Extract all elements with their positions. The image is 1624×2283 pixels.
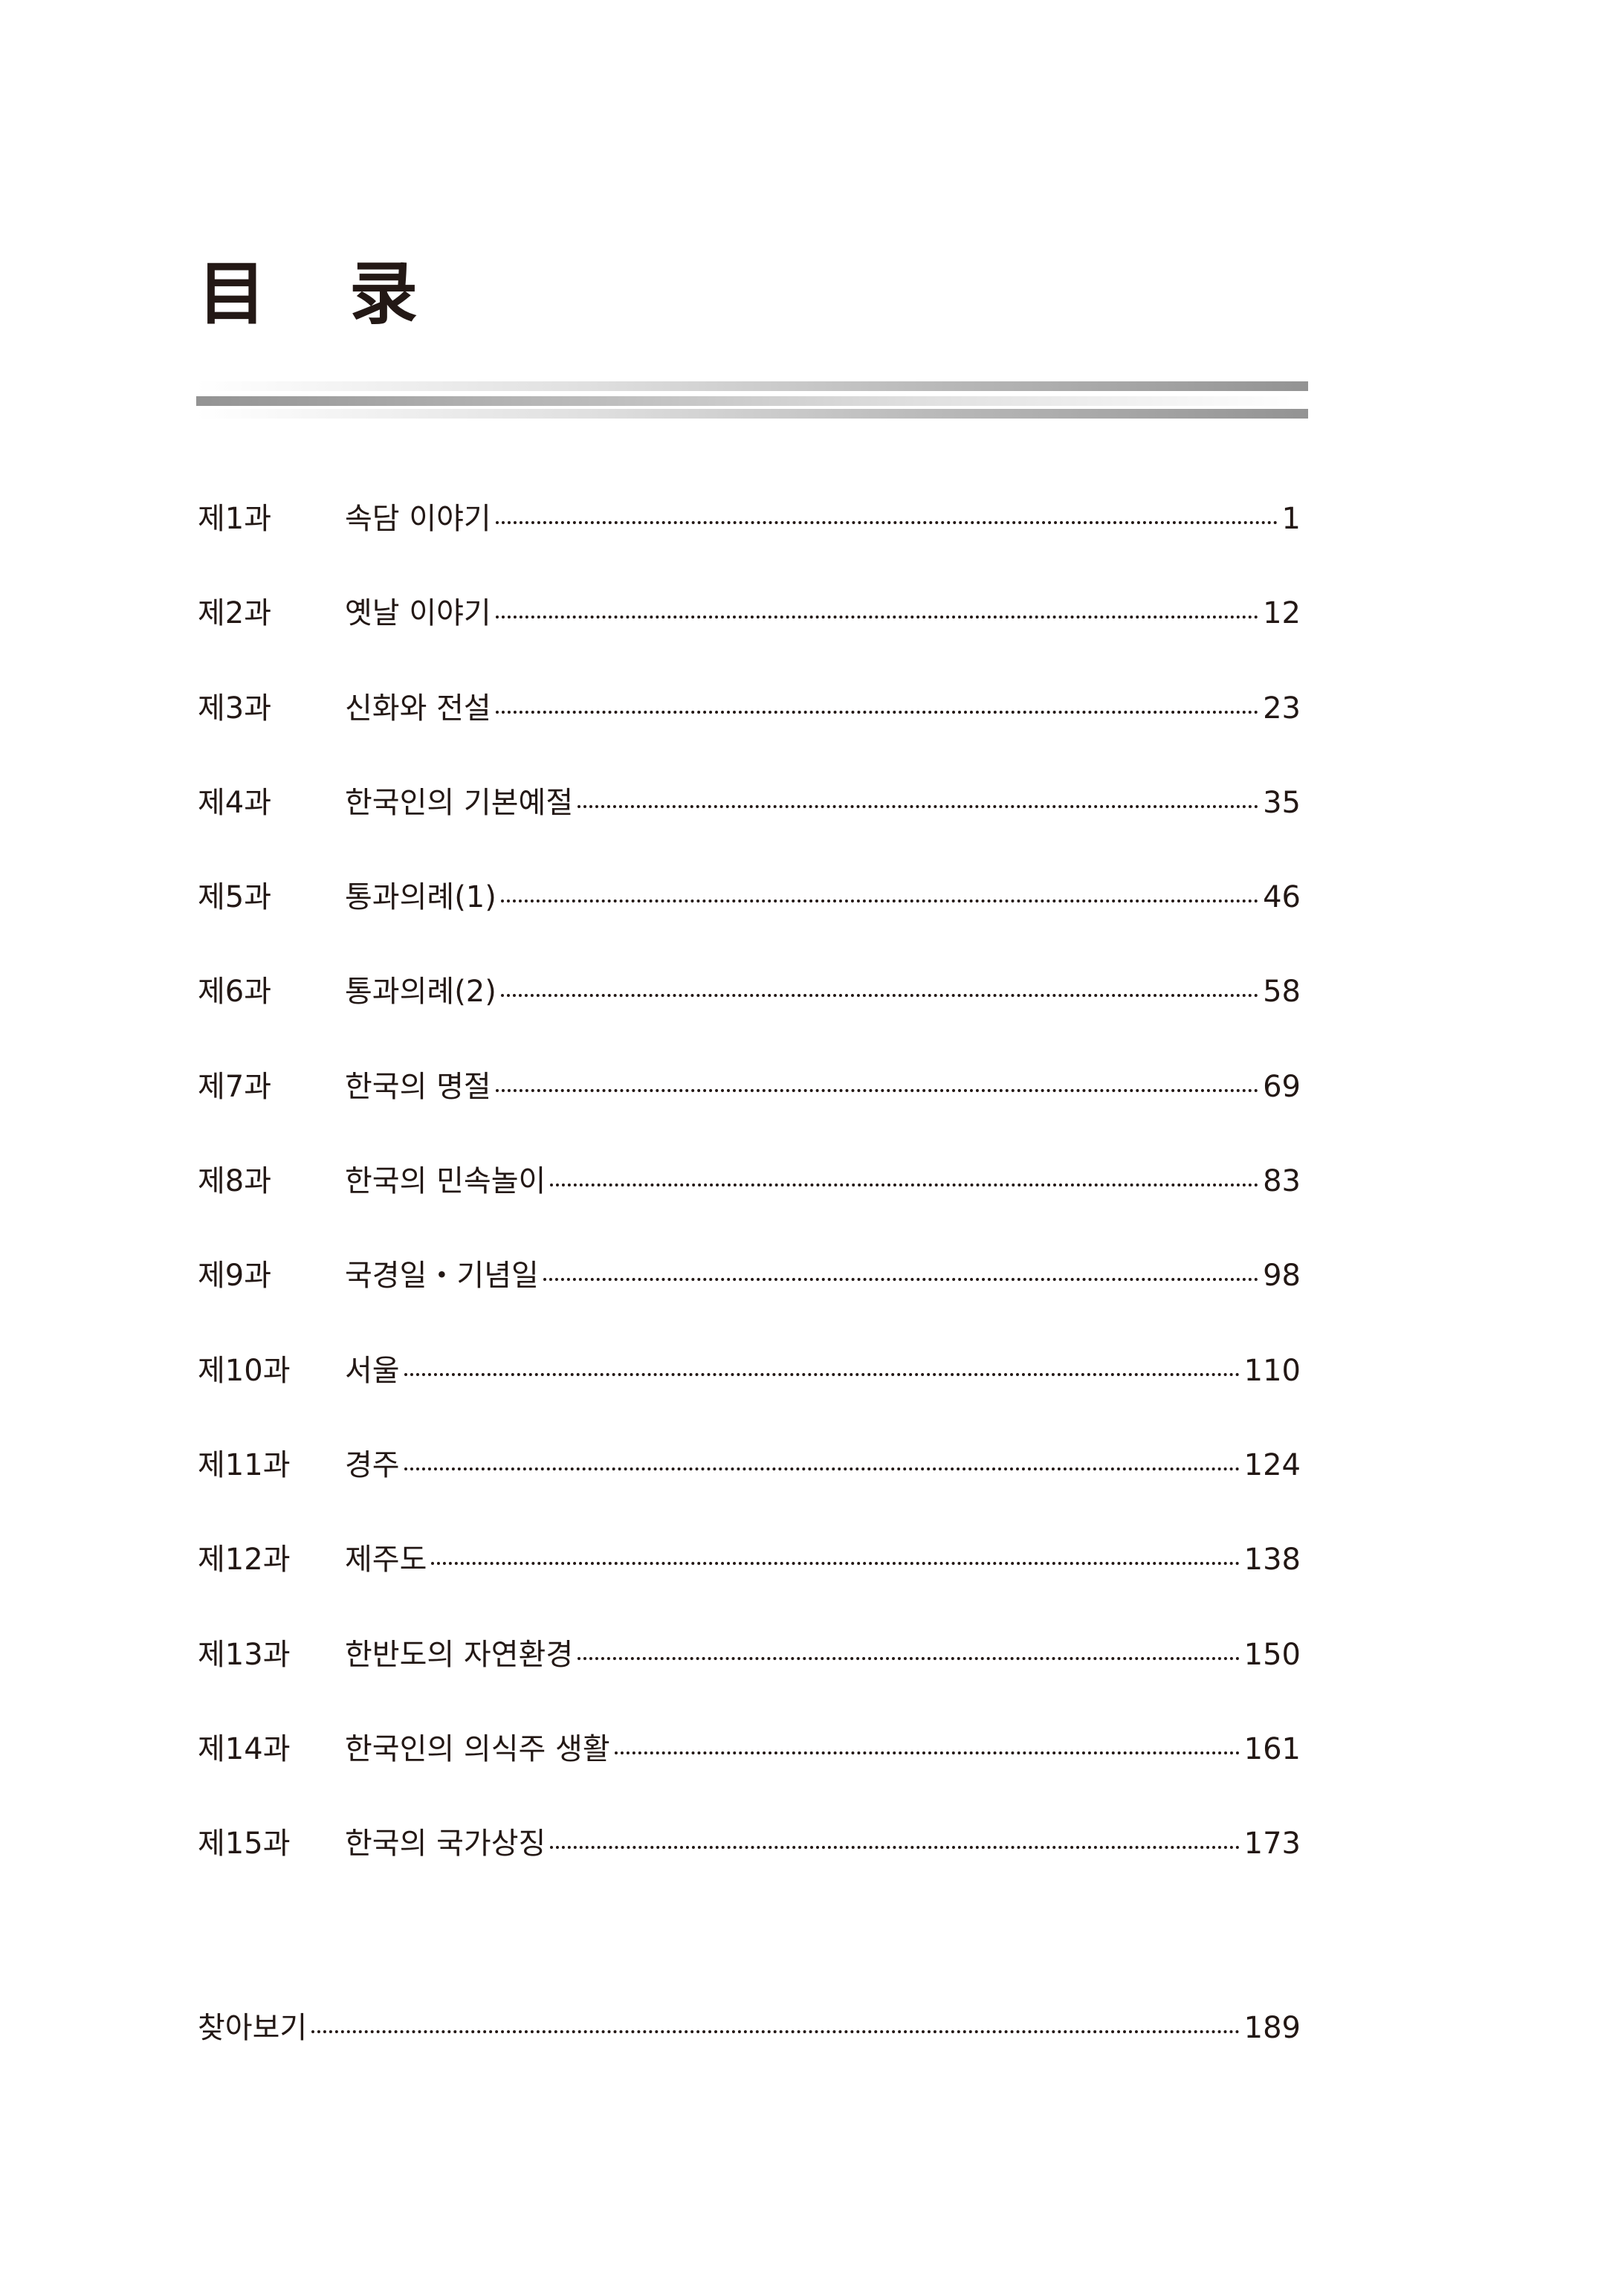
dot-leader (578, 804, 1259, 808)
page-number: 58 (1263, 975, 1301, 1010)
dot-leader (550, 1846, 1240, 1850)
toc-entry[interactable]: 제5과 통과의례(1) 46 (198, 873, 1301, 967)
toc-entry[interactable]: 제2과 옛날 이야기 12 (198, 589, 1301, 683)
lesson-number: 제12과 (198, 1543, 291, 1578)
page-number: 98 (1263, 1259, 1301, 1294)
lesson-number: 제7과 (198, 1069, 272, 1104)
index-entry[interactable]: 찾아보기 189 (198, 2003, 1301, 2098)
toc-entry[interactable]: 제3과 신화와 전설 23 (198, 684, 1301, 778)
dot-leader (495, 710, 1259, 714)
lesson-title: 한반도의 자연환경 (345, 1637, 574, 1672)
page-number: 161 (1243, 1731, 1301, 1766)
toc-entry[interactable]: 제12과 제주도 138 (198, 1535, 1301, 1630)
page-number: 69 (1263, 1069, 1301, 1104)
lesson-number: 제1과 (198, 502, 272, 536)
lesson-title: 옛날 이야기 (345, 596, 491, 631)
page-number: 173 (1243, 1827, 1301, 1861)
lesson-number: 제13과 (198, 1637, 291, 1672)
dot-leader (495, 1088, 1259, 1092)
page-number: 150 (1243, 1637, 1301, 1672)
lesson-number: 제11과 (198, 1447, 291, 1482)
lesson-title: 한국의 민속놀이 (345, 1164, 546, 1199)
lesson-number: 제14과 (198, 1731, 291, 1766)
lesson-title: 신화와 전설 (345, 691, 491, 726)
lesson-title: 경주 (345, 1447, 400, 1482)
dot-leader (500, 900, 1259, 903)
dot-leader (550, 1184, 1259, 1187)
toc-entry[interactable]: 제15과 한국의 국가상징 173 (198, 1819, 1301, 1914)
toc-entry[interactable]: 제6과 통과의례(2) 58 (198, 967, 1301, 1062)
page-number: 110 (1243, 1353, 1301, 1388)
dot-leader (495, 616, 1259, 619)
table-of-contents: 제1과 속담 이야기 1 제2과 옛날 이야기 12 제3과 신화와 전설 23 제4… (198, 494, 1301, 1914)
lesson-title: 한국인의 기본예절 (345, 785, 574, 820)
lesson-number: 제10과 (198, 1353, 291, 1388)
toc-entry[interactable]: 제10과 서울 110 (198, 1346, 1301, 1441)
toc-entry[interactable]: 제14과 한국인의 의식주 생활 161 (198, 1725, 1301, 1819)
page-number: 83 (1263, 1164, 1301, 1199)
decorative-divider (196, 409, 1308, 419)
lesson-number: 제6과 (198, 975, 272, 1010)
lesson-title: 통과의례(2) (345, 975, 496, 1010)
lesson-title: 한국의 명절 (345, 1069, 491, 1104)
dot-leader (404, 1467, 1240, 1470)
lesson-number: 제5과 (198, 880, 272, 915)
toc-entry[interactable]: 제9과 국경일・기념일 98 (198, 1251, 1301, 1346)
toc-entry[interactable]: 제7과 한국의 명절 69 (198, 1062, 1301, 1157)
dot-leader (578, 1656, 1240, 1660)
toc-entry[interactable]: 제4과 한국인의 기본예절 35 (198, 778, 1301, 873)
page-number: 138 (1243, 1543, 1301, 1578)
lesson-number: 제4과 (198, 785, 272, 820)
dot-leader (500, 994, 1259, 998)
page-number: 23 (1263, 691, 1301, 726)
lesson-title: 한국인의 의식주 생활 (345, 1731, 610, 1766)
dot-leader (404, 1372, 1240, 1376)
lesson-title: 통과의례(1) (345, 880, 496, 915)
index-title: 찾아보기 (198, 2011, 308, 2045)
lesson-title: 속담 이야기 (345, 502, 491, 536)
dot-leader (614, 1751, 1240, 1754)
lesson-title: 제주도 (345, 1543, 427, 1578)
toc-entry[interactable]: 제1과 속담 이야기 1 (198, 494, 1301, 589)
toc-entry[interactable]: 제11과 경주 124 (198, 1441, 1301, 1535)
dot-leader (543, 1278, 1259, 1282)
lesson-number: 제3과 (198, 691, 272, 726)
lesson-title: 국경일・기념일 (345, 1259, 539, 1294)
dot-leader (431, 1562, 1240, 1566)
lesson-number: 제9과 (198, 1259, 272, 1294)
lesson-number: 제15과 (198, 1827, 291, 1861)
dot-leader (311, 2030, 1240, 2033)
dot-leader (495, 521, 1278, 524)
toc-entry[interactable]: 제13과 한반도의 자연환경 150 (198, 1630, 1301, 1725)
index-page: 189 (1243, 2011, 1301, 2045)
decorative-divider (196, 381, 1308, 391)
lesson-number: 제2과 (198, 596, 272, 631)
lesson-number: 제8과 (198, 1164, 272, 1199)
page-number: 46 (1263, 880, 1301, 915)
page-number: 12 (1263, 596, 1301, 631)
decorative-divider (196, 396, 1308, 406)
page-number: 1 (1281, 502, 1301, 536)
lesson-title: 한국의 국가상징 (345, 1827, 546, 1861)
page-number: 124 (1243, 1447, 1301, 1482)
page-title: 目 录 (198, 254, 448, 334)
lesson-title: 서울 (345, 1353, 400, 1388)
page-number: 35 (1263, 785, 1301, 820)
toc-entry[interactable]: 제8과 한국의 민속놀이 83 (198, 1157, 1301, 1251)
